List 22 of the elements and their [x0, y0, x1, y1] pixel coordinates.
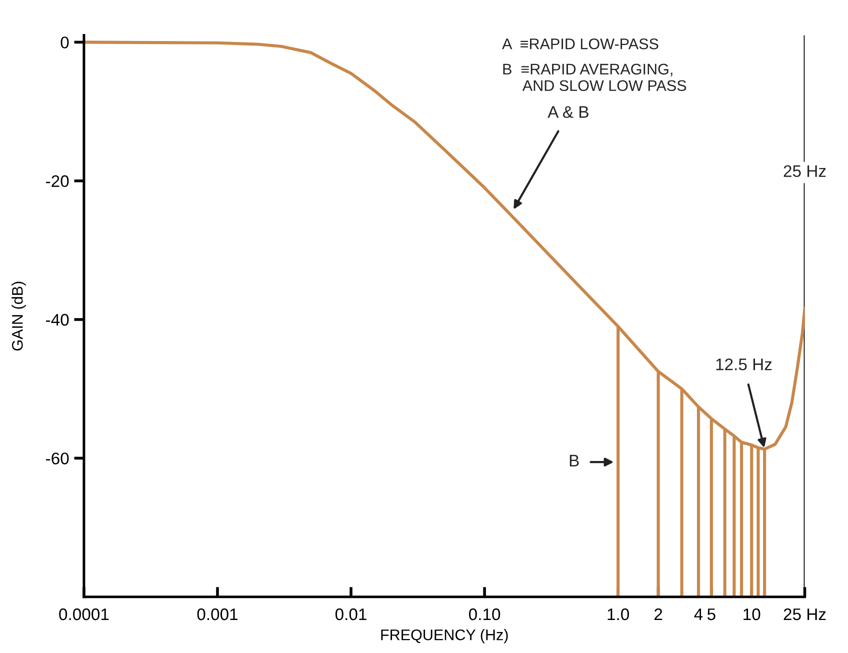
annotation: A & B	[548, 106, 588, 118]
x-tick-label: 2	[654, 608, 662, 620]
x-tick-label: 5	[707, 608, 716, 620]
annotation: B	[570, 454, 579, 466]
y-tick-label: -20	[46, 175, 69, 188]
x-axis-title: FREQUENCY (Hz)	[381, 629, 508, 644]
annotation: B ≡RAPID AVERAGING, AND SLOW LOW PASS	[503, 64, 686, 92]
ref-line-label: 25 Hz	[784, 165, 826, 178]
y-tick-label: -60	[46, 452, 69, 464]
y-axis-title: GAIN (dB)	[12, 282, 26, 351]
x-tick-label: 0.10	[468, 608, 500, 620]
x-tick-label: 25 Hz	[784, 608, 826, 620]
annotation: 12.5 Hz	[716, 358, 772, 370]
x-tick-label: 0.001	[197, 608, 238, 620]
x-tick-label: 0.01	[335, 608, 366, 620]
x-tick-label: 4	[694, 608, 703, 620]
y-tick-label: -40	[46, 314, 69, 326]
x-tick-label: 1.0	[608, 608, 630, 620]
y-tick-label: 0	[60, 36, 69, 48]
x-tick-label: 0.0001	[59, 608, 109, 620]
annotation: A ≡RAPID LOW-PASS	[502, 38, 658, 50]
x-tick-label: 10	[744, 608, 760, 620]
